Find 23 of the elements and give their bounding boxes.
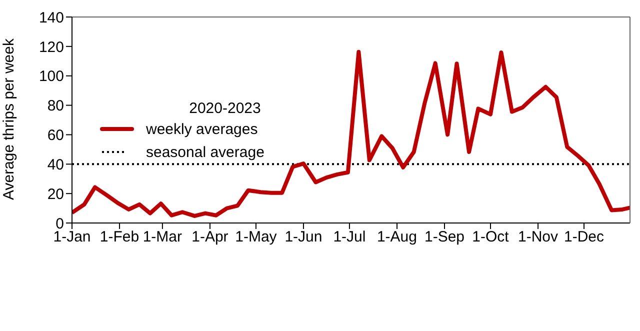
x-tick-label: 1-May [235,228,278,246]
x-tick-label: 1-Jun [284,228,322,246]
y-tick-label: 80 [47,98,64,115]
legend-title: 2020-2023 [188,100,262,117]
x-tick-label: 1-Mar [142,228,182,246]
x-tick-label: 1-Dec [564,228,605,246]
y-tick-label: 40 [47,156,64,174]
legend-label: weekly averages [146,120,258,138]
y-axis-title: Average thrips per week [0,38,18,200]
x-tick-label: 1-Aug [376,228,418,246]
x-tick-label: 1-Feb [100,228,140,246]
y-tick-label: 120 [38,38,64,56]
line-series [72,50,630,218]
x-tick-label: 1-Jul [333,228,366,246]
x-tick-label: 1-Sep [424,228,465,246]
x-tick-label: 1-Apr [192,228,228,246]
y-tick-label: 60 [47,127,64,144]
y-tick-label: 100 [38,68,64,86]
ref-line-label: seasonal average [146,144,264,160]
x-tick-label: 1-Nov [518,228,559,246]
x-tick-label: 1-Oct [472,228,510,246]
y-tick-label: 20 [47,186,64,203]
y-tick-label: 140 [38,9,64,26]
